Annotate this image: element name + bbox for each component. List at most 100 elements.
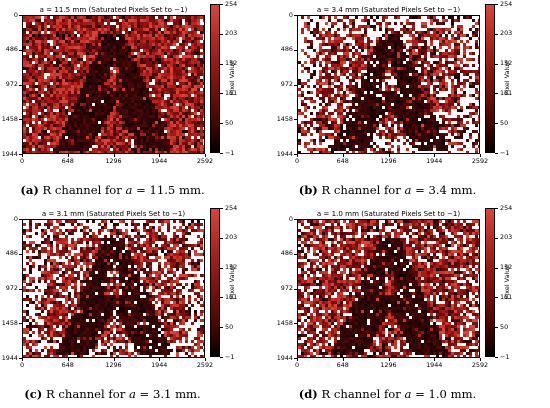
colorbar-tick-mark xyxy=(220,327,223,328)
colorbar-tick-mark xyxy=(220,357,223,358)
colorbar xyxy=(485,4,495,153)
x-tick-label: 2592 xyxy=(196,361,214,369)
colorbar-tick-label: 254 xyxy=(225,203,238,212)
x-tick-mark xyxy=(205,154,206,157)
colorbar-tick-label: 50 xyxy=(500,118,509,127)
y-tick-label: 486 xyxy=(5,45,18,54)
y-tick-mark xyxy=(294,49,297,51)
x-tick-label: 1944 xyxy=(151,361,168,369)
y-tick-label: 1458 xyxy=(276,318,293,327)
colorbar-tick-mark xyxy=(495,93,498,95)
x-tick-mark xyxy=(342,154,344,157)
y-tick-label: 486 xyxy=(280,249,293,258)
colorbar-tick-label: −1 xyxy=(225,352,235,361)
x-tick-label: 2592 xyxy=(471,157,489,165)
x-tick-mark xyxy=(480,154,481,157)
heatmap-image xyxy=(297,219,480,358)
colorbar-tick-label: 203 xyxy=(500,233,513,242)
y-tick-mark xyxy=(294,84,297,86)
colorbar-tick-label: 203 xyxy=(225,29,238,38)
y-tick-label: 486 xyxy=(280,45,293,54)
caption-variable: a xyxy=(125,183,133,197)
colorbar-tick-mark xyxy=(495,237,498,239)
colorbar-tick-label: 50 xyxy=(225,322,234,331)
x-tick-mark xyxy=(113,154,115,157)
y-tick-label: 486 xyxy=(5,249,18,258)
colorbar-tick-mark xyxy=(220,297,223,299)
colorbar-tick-mark xyxy=(495,208,498,209)
caption-text: R channel for xyxy=(317,387,405,401)
colorbar-tick-label: 254 xyxy=(500,203,513,212)
x-tick-label: 1944 xyxy=(426,361,443,369)
y-tick-label: 1944 xyxy=(1,149,18,158)
x-tick-mark xyxy=(480,358,481,361)
x-tick-label: 2592 xyxy=(471,361,489,369)
colorbar-tick-mark xyxy=(220,153,223,154)
y-tick-mark xyxy=(294,288,297,290)
colorbar-tick-label: −1 xyxy=(500,148,510,157)
y-tick-label: 1458 xyxy=(1,114,18,123)
y-tick-mark xyxy=(19,15,22,16)
x-tick-label: 0 xyxy=(19,361,25,369)
x-tick-mark xyxy=(388,358,390,361)
y-tick-mark xyxy=(19,288,22,290)
y-tick-mark xyxy=(19,358,22,359)
x-tick-label: 648 xyxy=(336,361,349,369)
colorbar-tick-label: 50 xyxy=(225,118,234,127)
y-tick-mark xyxy=(19,119,22,121)
caption-value: = 1.0 mm. xyxy=(411,387,477,401)
caption-value: = 3.4 mm. xyxy=(411,183,477,197)
y-tick-label: 0 xyxy=(13,214,18,223)
caption-text: R channel for xyxy=(42,387,129,401)
x-tick-mark xyxy=(434,154,436,157)
y-tick-mark xyxy=(294,323,297,325)
colorbar-tick-label: 101 xyxy=(225,88,238,97)
y-tick-label: 972 xyxy=(280,284,293,292)
caption-variable: a xyxy=(404,183,412,197)
y-tick-mark xyxy=(294,154,297,155)
x-tick-label: 0 xyxy=(294,361,300,369)
x-tick-mark xyxy=(159,358,161,361)
colorbar-tick-mark xyxy=(220,267,223,269)
y-tick-mark xyxy=(19,253,22,255)
colorbar-tick-mark xyxy=(495,267,498,269)
colorbar-tick-mark xyxy=(220,63,223,65)
figure-panel-b: a = 3.4 mm (Saturated Pixels Set to −1) … xyxy=(275,0,550,204)
colorbar-tick-mark xyxy=(495,297,498,299)
x-tick-label: 2592 xyxy=(196,157,214,165)
colorbar-tick-mark xyxy=(220,237,223,239)
y-tick-mark xyxy=(19,219,22,220)
x-tick-mark xyxy=(205,358,206,361)
colorbar-tick-mark xyxy=(220,33,223,35)
colorbar-tick-label: 254 xyxy=(500,0,513,8)
colorbar-tick-label: 254 xyxy=(225,0,238,8)
x-tick-mark xyxy=(22,358,23,361)
y-tick-mark xyxy=(19,323,22,325)
colorbar-tick-label: 101 xyxy=(225,292,238,301)
y-tick-label: 1944 xyxy=(276,353,293,362)
heatmap-image xyxy=(22,15,205,154)
colorbar-tick-label: 152 xyxy=(225,263,238,272)
figure-caption: (d) R channel for a = 1.0 mm. xyxy=(275,387,500,401)
x-tick-mark xyxy=(342,358,344,361)
heatmap-svg xyxy=(23,16,204,153)
x-tick-label: 0 xyxy=(19,157,25,165)
x-tick-mark xyxy=(113,358,115,361)
y-tick-mark xyxy=(294,119,297,121)
colorbar-tick-label: 203 xyxy=(500,29,513,38)
caption-variable: a xyxy=(404,387,412,401)
heatmap-svg xyxy=(298,16,479,153)
colorbar-tick-mark xyxy=(495,327,498,328)
y-tick-label: 1458 xyxy=(276,114,293,123)
colorbar xyxy=(210,4,220,153)
colorbar-tick-label: 152 xyxy=(500,59,513,68)
colorbar-tick-mark xyxy=(495,357,498,358)
caption-text: R channel for xyxy=(317,183,405,197)
plot-title: a = 1.0 mm (Saturated Pixels Set to −1) xyxy=(316,209,461,218)
colorbar-tick-label: 101 xyxy=(500,292,513,301)
y-tick-mark xyxy=(294,219,297,220)
heatmap-svg xyxy=(298,220,479,357)
x-tick-label: 1296 xyxy=(380,361,397,369)
x-tick-label: 1296 xyxy=(105,157,122,165)
caption-label: (c) xyxy=(24,387,43,401)
